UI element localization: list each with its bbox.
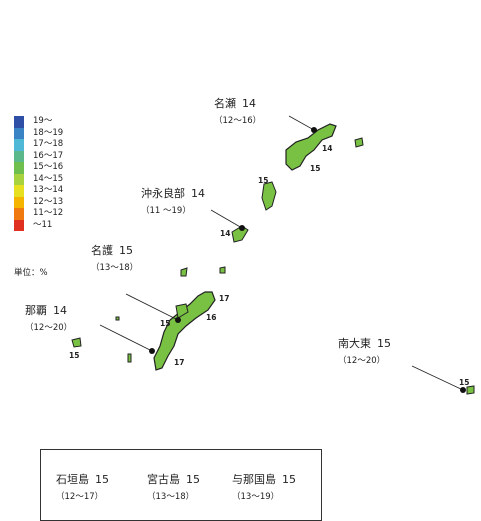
kikai-island (354, 137, 364, 148)
place-name: 南大東 (338, 337, 371, 350)
place-nago: 名護 15 （13～18） (91, 239, 138, 273)
place-value: 15 (95, 473, 109, 486)
map-canvas (71, 115, 475, 395)
legend-row: 19～ (8, 116, 88, 128)
minamidaito-dot (460, 387, 466, 393)
place-value: 15 (282, 473, 296, 486)
legend-label: 19～ (33, 116, 53, 126)
place-name: 名護 (91, 244, 113, 257)
place-okinoerabu: 沖永良部 14 （11 ～19） (141, 182, 205, 216)
place-minamidaito: 南大東 15 （12～20） (338, 332, 391, 366)
legend-row: 13～14 (8, 185, 88, 197)
legend-unit: 単位：% (14, 268, 48, 278)
iheya-island (180, 267, 188, 277)
place-value: 14 (53, 304, 67, 317)
naze-dot (311, 127, 317, 133)
legend-swatch (14, 173, 24, 185)
small-island-west (115, 316, 120, 321)
value-label: 16 (206, 313, 217, 322)
place-name: 宮古島 (147, 473, 180, 486)
legend-row: 12～13 (8, 196, 88, 208)
place-name: 与那国島 (232, 473, 276, 486)
legend-swatch (14, 127, 24, 139)
value-label: 15 (69, 351, 80, 360)
place-name: 那覇 (25, 304, 47, 317)
kume-island (71, 337, 82, 348)
place-value: 14 (242, 97, 256, 110)
place-range: （12～16） (214, 116, 262, 126)
place-miyako: 宮古島 15 （13～18） (147, 468, 200, 502)
legend-swatch (14, 219, 24, 231)
okinawa-main-island (153, 291, 216, 371)
place-ishigaki: 石垣島 15 （12～17） (56, 468, 109, 502)
value-label: 14 (322, 144, 333, 153)
naha-leader (99, 324, 153, 352)
place-name: 沖永良部 (141, 187, 185, 200)
place-value: 15 (119, 244, 133, 257)
minamidaito-leader (411, 365, 464, 391)
naze-leader (288, 115, 315, 131)
legend-swatch (14, 196, 24, 208)
legend-label: 15～16 (33, 162, 64, 172)
legend-swatch (14, 162, 24, 174)
value-label: 14 (220, 229, 231, 238)
legend-row: 11～12 (8, 208, 88, 220)
place-range: （12～17） (56, 492, 104, 502)
tokunoshima-island (261, 181, 277, 211)
legend-row: ～11 (8, 219, 88, 231)
value-label: 15 (160, 319, 171, 328)
legend-label: ～11 (33, 219, 53, 230)
value-label: 17 (174, 358, 185, 367)
place-range: （12～20） (338, 356, 386, 366)
legend-label: 11～12 (33, 208, 64, 218)
okinoerabu-leader (210, 209, 243, 229)
legend-row: 16～17 (8, 150, 88, 162)
nago-dot (175, 317, 181, 323)
legend-swatch (14, 208, 24, 220)
legend: 19～ 18～19 17～18 16～17 15～16 14～15 13～14 12～13 11… (8, 116, 88, 231)
yoron-island (219, 266, 226, 274)
motobu-peninsula (175, 303, 189, 319)
place-range: （13～19） (232, 492, 280, 502)
place-yonaguni: 与那国島 15 （13～19） (232, 468, 296, 502)
legend-row: 17～18 (8, 139, 88, 151)
inset-box: 石垣島 15 （12～17） 宮古島 15 （13～18） 与那国島 15 （13～1… (40, 449, 322, 521)
legend-label: 13～14 (33, 185, 64, 195)
legend-swatch (14, 139, 24, 151)
amami-oshima-island (285, 123, 337, 171)
legend-swatch (14, 150, 24, 162)
value-label: 15 (310, 164, 321, 173)
minamidaito-island (466, 385, 475, 395)
value-label: 15 (258, 176, 269, 185)
place-range: （13～18） (147, 492, 195, 502)
place-naha: 那覇 14 （12～20） (25, 299, 72, 333)
legend-row: 15～16 (8, 162, 88, 174)
legend-row: 14～15 (8, 173, 88, 185)
legend-swatch (14, 116, 24, 128)
legend-row: 18～19 (8, 127, 88, 139)
naha-dot (149, 348, 155, 354)
place-range: （11 ～19） (141, 206, 191, 216)
place-range: （13～18） (91, 263, 139, 273)
legend-label: 12～13 (33, 196, 64, 207)
small-island-south (127, 353, 132, 363)
nago-leader (125, 293, 179, 321)
place-value: 15 (186, 473, 200, 486)
place-name: 名瀬 (214, 97, 236, 110)
legend-label: 18～19 (33, 127, 64, 138)
legend-label: 14～15 (33, 173, 64, 184)
legend-label: 17～18 (33, 139, 64, 149)
value-label: 17 (219, 294, 230, 303)
legend-swatch (14, 185, 24, 197)
place-value: 14 (191, 187, 205, 200)
okinoerabu-dot (239, 225, 245, 231)
place-name: 石垣島 (56, 473, 89, 486)
legend-label: 16～17 (33, 150, 64, 161)
value-label: 15 (459, 378, 470, 387)
place-value: 15 (377, 337, 391, 350)
place-range: （12～20） (25, 323, 73, 333)
place-naze: 名瀬 14 （12～16） (214, 92, 261, 126)
